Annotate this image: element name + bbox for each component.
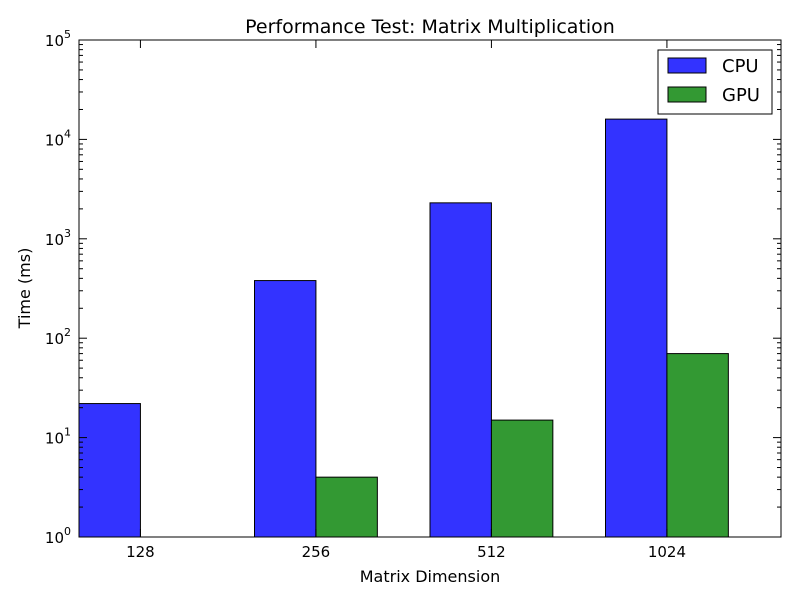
- x-tick-label-512: 512: [477, 543, 506, 561]
- plot-area: [78, 118, 729, 538]
- legend: CPU GPU: [657, 49, 773, 115]
- x-tick-label-256: 256: [302, 543, 331, 561]
- bar-cpu-128: [78, 403, 141, 538]
- chart-title: Performance Test: Matrix Multiplication: [245, 16, 615, 38]
- legend-swatch-gpu: [667, 86, 707, 103]
- bar-cpu-512: [429, 202, 492, 538]
- y-tick-label: 105: [45, 28, 71, 50]
- legend-label-gpu: GPU: [722, 85, 760, 106]
- bar-gpu-512: [490, 419, 554, 538]
- bar-gpu-1024: [666, 353, 729, 538]
- bar-cpu-1024: [605, 118, 668, 538]
- legend-swatch-cpu: [667, 57, 707, 74]
- x-axis-label: Matrix Dimension: [360, 567, 501, 586]
- y-tick-label: 101: [45, 426, 71, 448]
- y-axis-label: Time (ms): [15, 248, 34, 330]
- bar-gpu-256: [315, 476, 378, 538]
- legend-label-cpu: CPU: [722, 56, 759, 77]
- y-tick-label: 102: [45, 326, 71, 348]
- x-tick-label-128: 128: [126, 543, 155, 561]
- x-tick-label-1024: 1024: [648, 543, 686, 561]
- y-tick-label: 103: [45, 227, 71, 249]
- y-tick-label: 100: [45, 525, 71, 547]
- plot-frame: [78, 39, 782, 538]
- axes: 100 101 102 103 104 105 128 256 512 1024: [45, 28, 782, 561]
- y-tick-label: 104: [45, 127, 71, 149]
- bar-cpu-256: [254, 280, 317, 538]
